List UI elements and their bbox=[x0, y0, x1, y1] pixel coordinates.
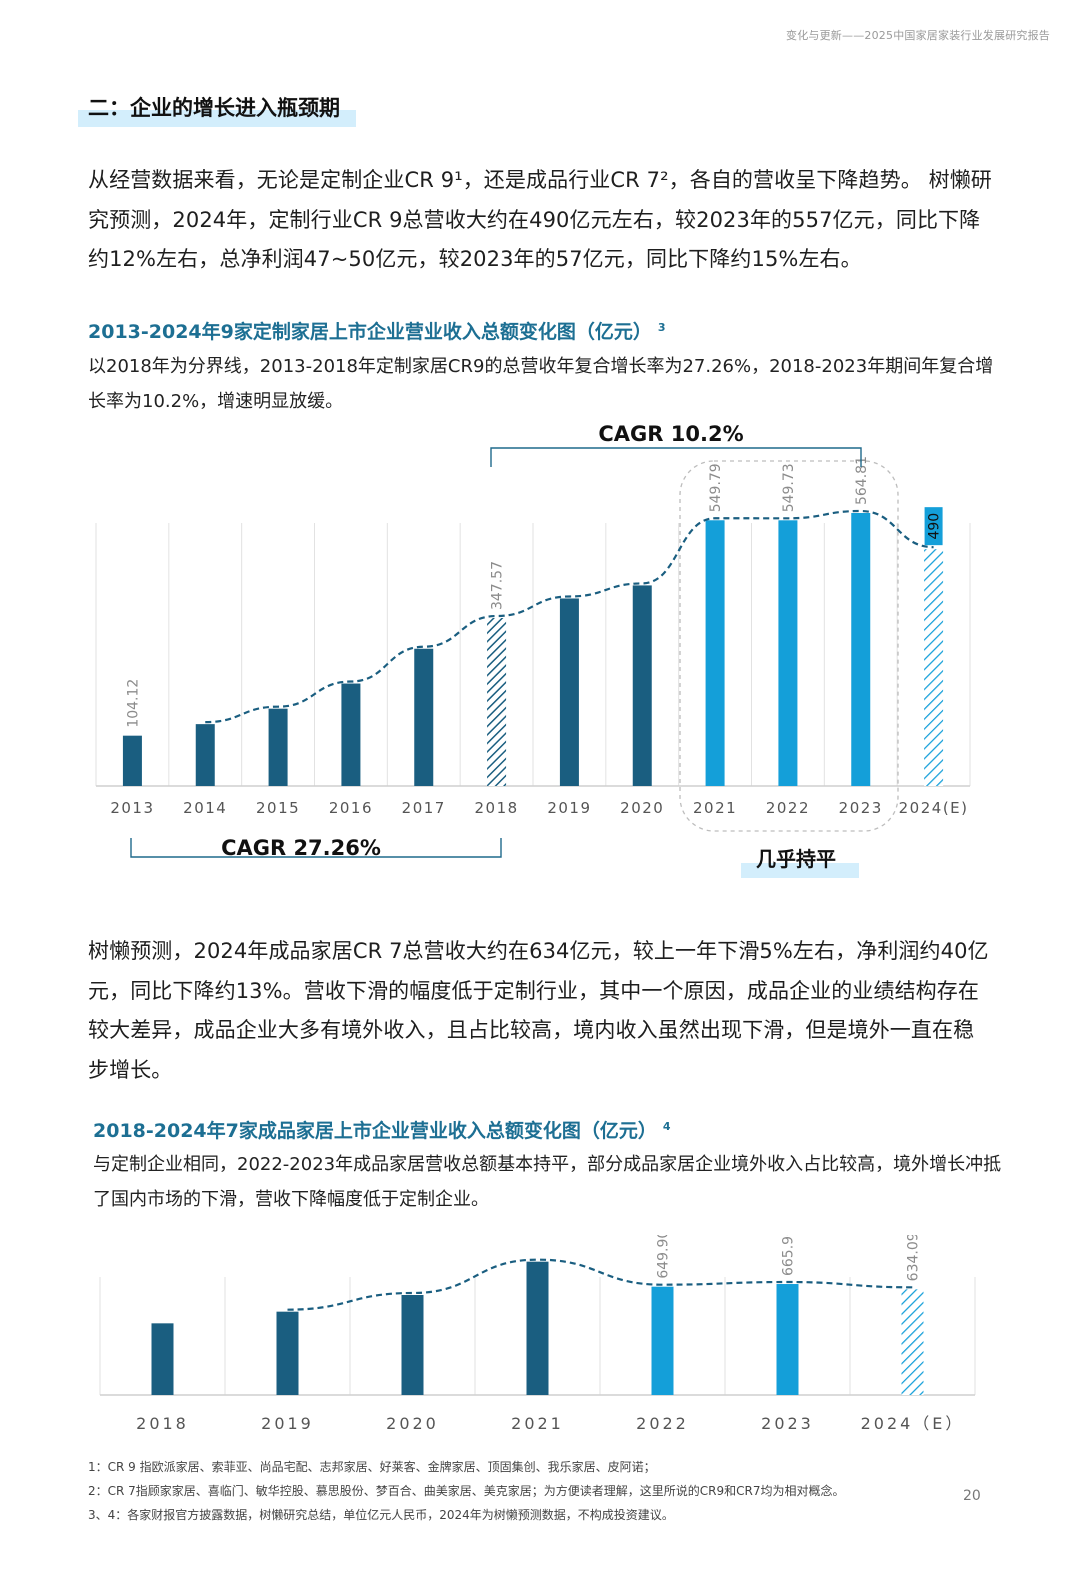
c2-tick-label: 2020 bbox=[386, 1414, 439, 1433]
c1-value-label: 490 bbox=[927, 513, 943, 540]
page-number: 20 bbox=[963, 1488, 981, 1504]
c2-tick-label: 2022 bbox=[636, 1414, 689, 1433]
c1-tick-label: 2018 bbox=[474, 799, 518, 817]
c1-tick-label: 2017 bbox=[402, 799, 446, 817]
c2-value-label: 665.90 bbox=[781, 1235, 797, 1276]
c1-tick-label: 2019 bbox=[547, 799, 591, 817]
c1-tick-label: 2022 bbox=[766, 799, 810, 817]
c2-tick-label: 2024（E） bbox=[861, 1414, 965, 1433]
chart1-flat-highlight bbox=[741, 863, 859, 878]
chart1-highlight-outline bbox=[679, 460, 899, 832]
section-title: 二：企业的增长进入瓶颈期 bbox=[88, 96, 340, 120]
c1-bar-2015 bbox=[268, 708, 288, 786]
c1-bar-2020 bbox=[632, 585, 652, 786]
c1-value-label: 549.79 bbox=[708, 463, 724, 512]
c1-tick-label: 2013 bbox=[110, 799, 154, 817]
chart1-bar-chart: 2013 2014 2015 2016 2017 2018 2019 2020 2021 2022… bbox=[95, 422, 971, 878]
c2-bar-2024（E） bbox=[901, 1289, 924, 1395]
c1-value-label: 347.57 bbox=[490, 561, 506, 610]
section-title-highlight bbox=[78, 110, 356, 127]
chart1-cagr-top: CAGR 10.2% bbox=[598, 422, 743, 446]
c1-tick-label: 2016 bbox=[329, 799, 373, 817]
c1-tick-label: 2020 bbox=[620, 799, 664, 817]
c1-value-label: 564.81 bbox=[854, 456, 870, 505]
chart1-title-note: 3 bbox=[657, 320, 666, 334]
c2-bar-2020 bbox=[401, 1295, 424, 1395]
c2-tick-label: 2018 bbox=[136, 1414, 189, 1433]
c2-bar-2022 bbox=[651, 1286, 674, 1395]
c1-bar-2023 bbox=[851, 513, 871, 786]
c2-value-label: 649.90 bbox=[656, 1235, 672, 1279]
chart2-title-note: 4 bbox=[662, 1119, 671, 1133]
chart1-subtitle: 以2018年为分界线，2013-2018年定制家居CR9的总营收年复合增长率为2… bbox=[88, 356, 994, 412]
c2-bar-2023 bbox=[776, 1284, 799, 1395]
chart1-flat-label: 几乎持平 bbox=[756, 847, 836, 871]
c2-value-label: 634.09 bbox=[906, 1235, 922, 1281]
chart1-bottom-bracket bbox=[130, 838, 502, 858]
c1-bar-2016 bbox=[341, 683, 361, 786]
chart2-bar-chart: 2018 2019 2020 2021 2022 2023 2024（E） 649.90 66… bbox=[99, 1235, 976, 1433]
footnote-3: 3、4：各家财报官方披露数据，树懒研究总结，单位亿元人民币，2024年为树懒预测… bbox=[88, 1508, 674, 1522]
c1-bar-2019 bbox=[559, 598, 579, 786]
chart2-title: 2018-2024年7家成品家居上市企业营业收入总额变化图（亿元） 4 bbox=[93, 1116, 671, 1143]
chart1-top-bracket bbox=[490, 447, 862, 467]
running-header: 变化与更新——2025中国家居家装行业发展研究报告 bbox=[786, 29, 1050, 42]
footnote-1: 1：CR 9 指欧派家居、索菲亚、尚品宅配、志邦家居、好莱客、金牌家居、顶固集创… bbox=[88, 1460, 656, 1474]
c1-bar-2017 bbox=[414, 648, 434, 786]
c1-value-label: 549.73 bbox=[781, 463, 797, 512]
c1-tick-label: 2023 bbox=[839, 799, 883, 817]
c2-tick-label: 2023 bbox=[761, 1414, 814, 1433]
c2-bar-2018 bbox=[151, 1323, 174, 1395]
c1-tick-label: 2015 bbox=[256, 799, 300, 817]
c2-bar-2019 bbox=[276, 1311, 299, 1395]
c2-bar-2021 bbox=[526, 1261, 549, 1395]
chart2-title-text: 2018-2024年7家成品家居上市企业营业收入总额变化图（亿元） bbox=[93, 1120, 657, 1142]
c1-tick-label: 2014 bbox=[183, 799, 227, 817]
c1-value-label: 104.12 bbox=[125, 679, 141, 728]
c1-tick-label: 2021 bbox=[693, 799, 737, 817]
chart1-title-text: 2013-2024年9家定制家居上市企业营业收入总额变化图（亿元） bbox=[88, 321, 652, 343]
c2-tick-label: 2019 bbox=[261, 1414, 314, 1433]
c1-bar-2022 bbox=[778, 520, 798, 786]
chart2-subtitle: 与定制企业相同，2022-2023年成品家居营收总额基本持平，部分成品家居企业境… bbox=[93, 1154, 1002, 1210]
chart1-title: 2013-2024年9家定制家居上市企业营业收入总额变化图（亿元） 3 bbox=[88, 317, 666, 344]
c1-bar-2013 bbox=[122, 735, 142, 786]
c1-value-box bbox=[924, 507, 943, 546]
c1-bar-2021 bbox=[705, 520, 725, 786]
c2-tick-label: 2021 bbox=[511, 1414, 564, 1433]
body-paragraph-1: 从经营数据来看，无论是定制企业CR 9¹，还是成品行业CR 7²，各自的营收呈下… bbox=[88, 168, 992, 271]
body-paragraph-2: 树懒预测，2024年成品家居CR 7总营收大约在634亿元，较上一年下滑5%左右… bbox=[88, 939, 989, 1082]
footnote-2: 2：CR 7指顾家家居、喜临门、敏华控股、慕思股份、梦百合、曲美家居、美克家居；… bbox=[88, 1484, 845, 1498]
c1-bar-2018 bbox=[487, 618, 507, 786]
c1-bar-2024(E) bbox=[924, 549, 944, 786]
chart1-trend-line bbox=[205, 509, 934, 724]
c1-bar-2014 bbox=[195, 724, 215, 786]
chart2-trend-line bbox=[287, 1258, 913, 1311]
chart1-cagr-bottom: CAGR 27.26% bbox=[221, 836, 381, 860]
c1-tick-label: 2024(E) bbox=[899, 799, 969, 817]
